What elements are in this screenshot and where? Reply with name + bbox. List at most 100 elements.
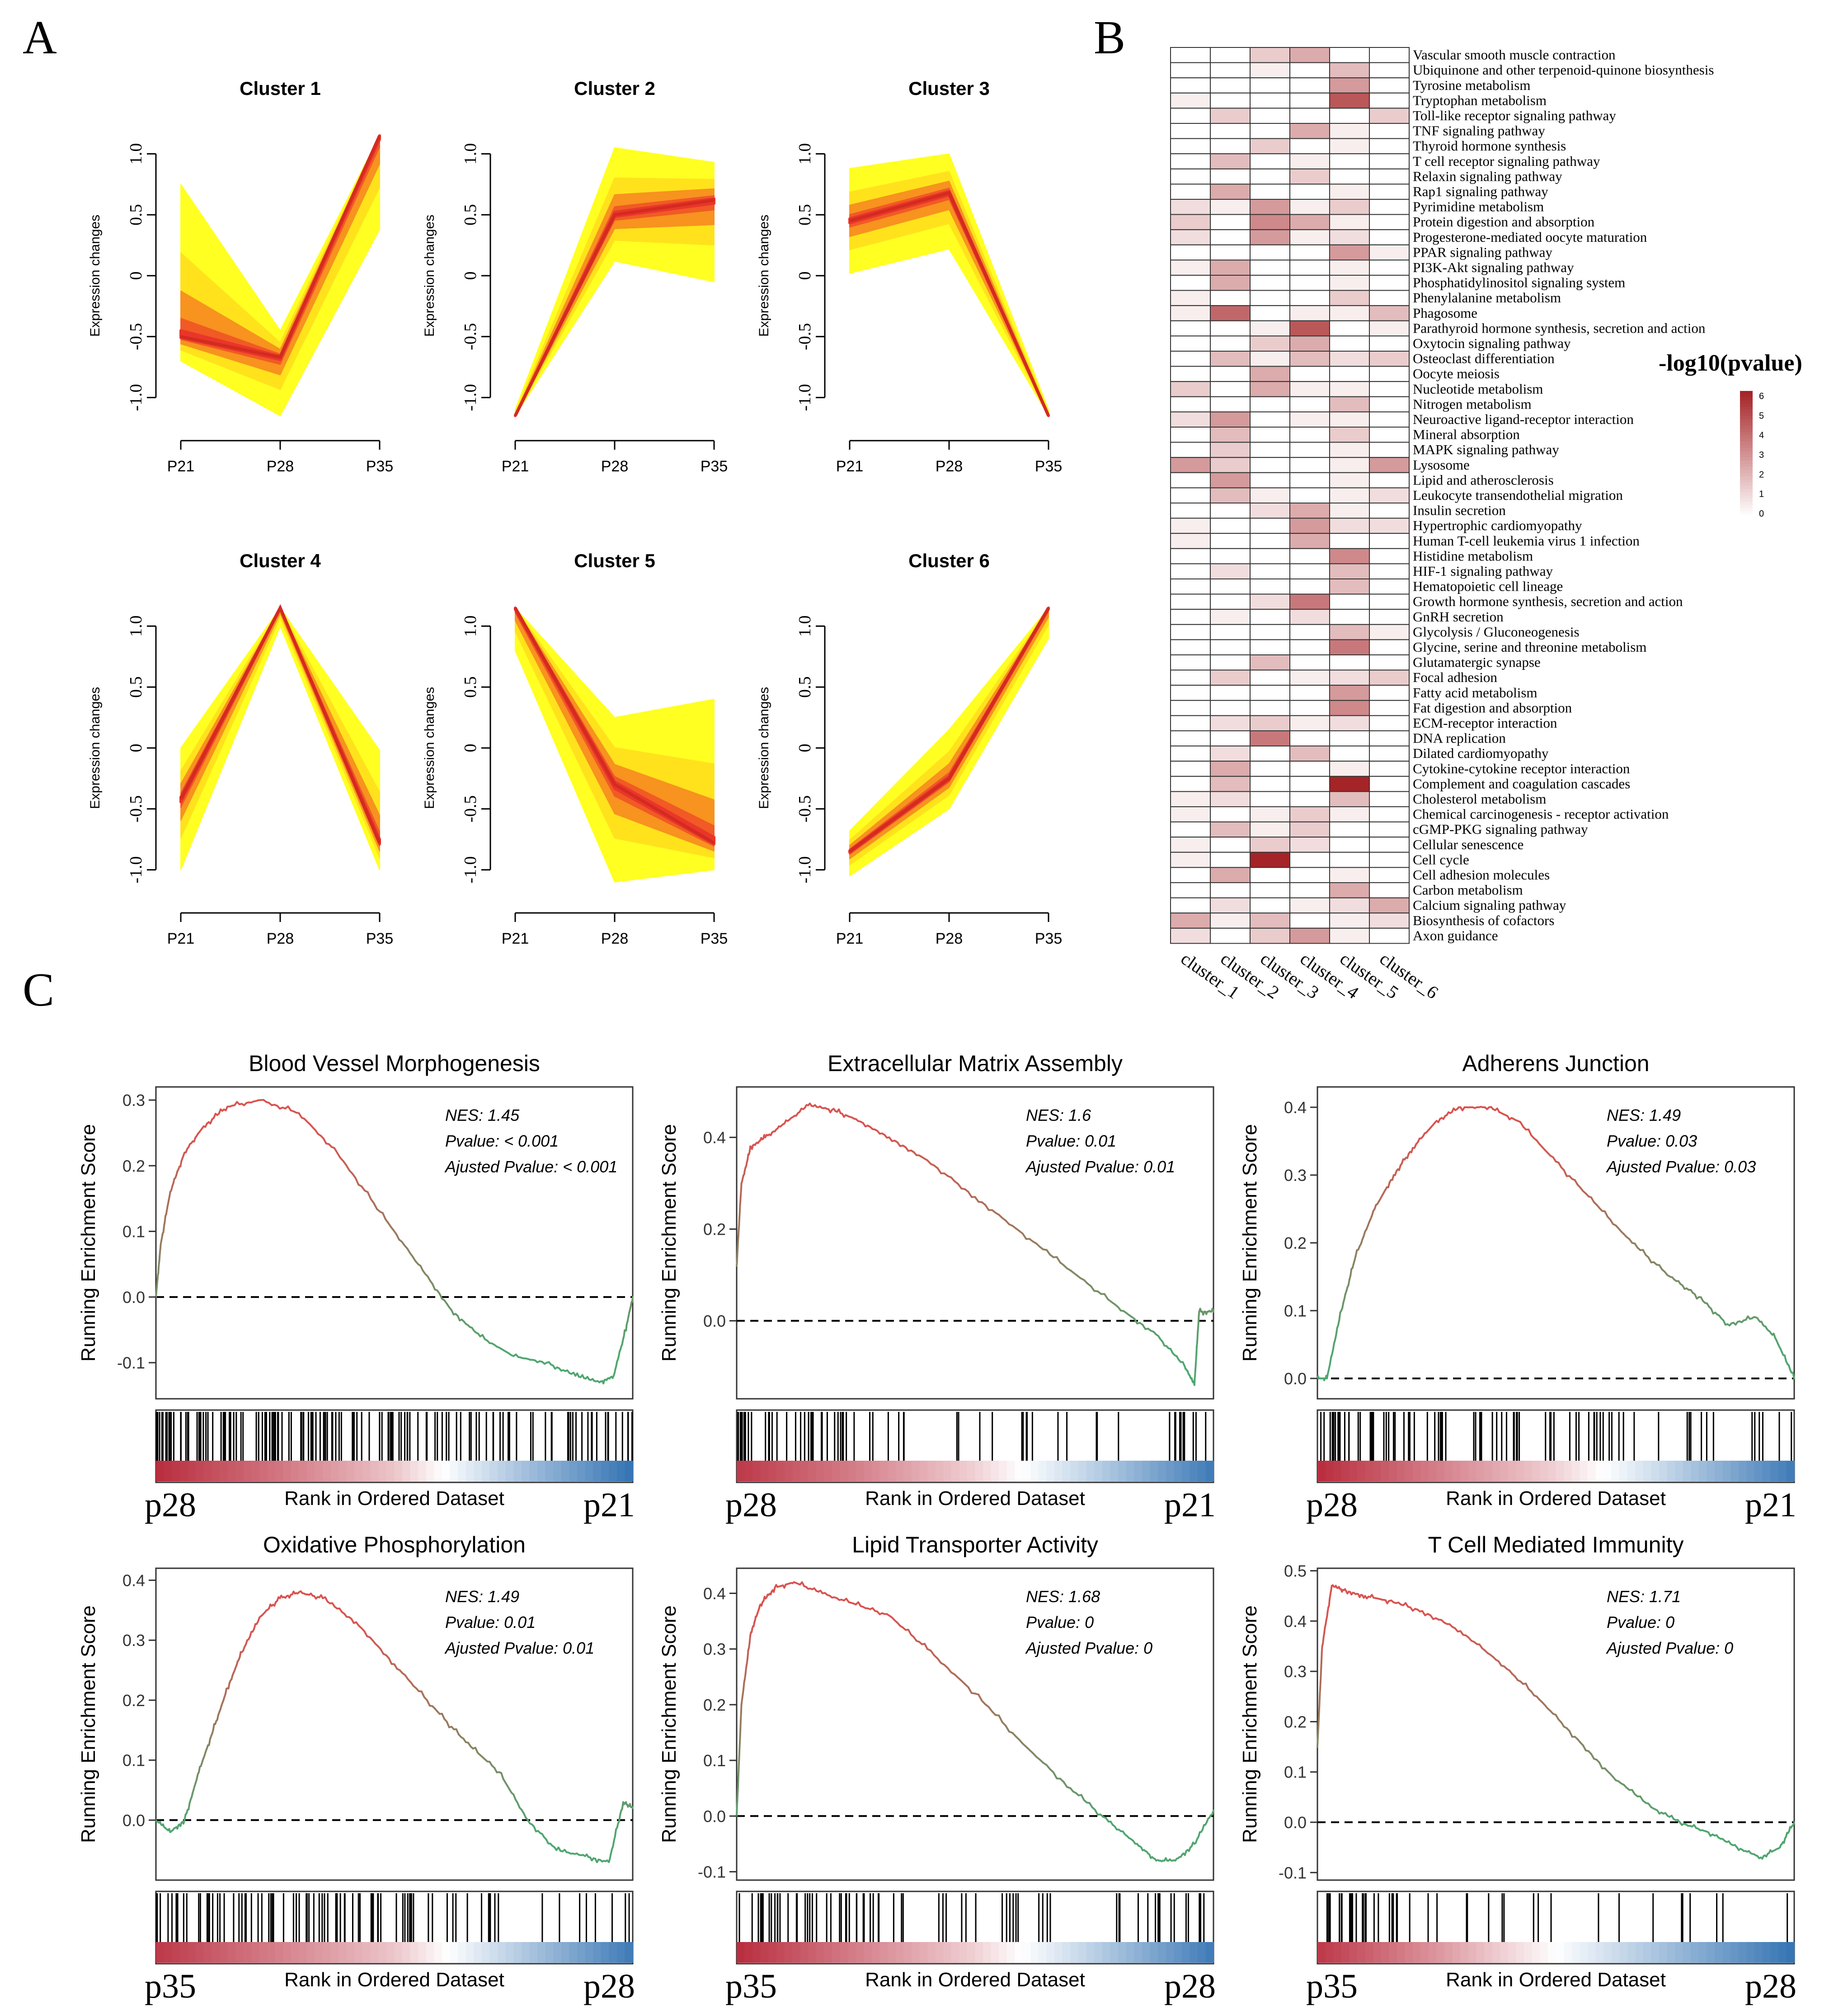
gsea-rank-segment bbox=[1476, 1461, 1485, 1481]
heatmap-cell bbox=[1250, 851, 1290, 868]
gsea-rank-segment bbox=[291, 1942, 300, 1963]
heatmap-legend-swatch bbox=[1740, 476, 1753, 480]
gsea-y-tick-label: 0.0 bbox=[703, 1312, 726, 1331]
gsea-curve-segment bbox=[446, 1721, 450, 1728]
gsea-y-tick-label: 0.0 bbox=[1284, 1813, 1307, 1832]
heatmap-cell bbox=[1329, 761, 1370, 777]
heatmap-cell bbox=[1210, 593, 1251, 610]
heatmap-row-label: Focal adhesion bbox=[1413, 669, 1497, 685]
gsea-rank-segment bbox=[1484, 1942, 1493, 1963]
heatmap-cell bbox=[1170, 214, 1211, 230]
gsea-rank-segment bbox=[212, 1942, 220, 1963]
gsea-y-tick-label: 0.1 bbox=[1284, 1763, 1307, 1782]
gsea-rank-segment bbox=[1046, 1461, 1055, 1481]
gsea-curve-segment bbox=[978, 1693, 983, 1702]
heatmap-cell bbox=[1289, 761, 1330, 777]
heatmap-row-label: Thyroid hormone synthesis bbox=[1413, 138, 1566, 154]
gsea-rank-segment bbox=[1062, 1461, 1071, 1481]
gsea-plot-frame bbox=[155, 1086, 634, 1400]
gsea-rank-segment bbox=[1118, 1461, 1127, 1481]
gsea-curve-segment bbox=[336, 1152, 341, 1159]
gsea-rank-segment bbox=[1397, 1461, 1406, 1481]
gsea-rank-segment bbox=[1405, 1461, 1413, 1481]
heatmap-cell bbox=[1250, 183, 1290, 200]
gsea-rank-segment bbox=[1460, 1942, 1469, 1963]
gsea-rank-segment bbox=[1500, 1461, 1509, 1481]
gsea-curve-segment bbox=[164, 1215, 167, 1223]
gsea-rank-segment bbox=[816, 1461, 825, 1481]
heatmap-cell bbox=[1250, 47, 1290, 63]
heatmap-cell bbox=[1369, 715, 1410, 732]
heatmap-cell bbox=[1369, 639, 1410, 656]
gsea-curve-segment bbox=[1328, 1598, 1331, 1607]
heatmap-cell bbox=[1369, 730, 1410, 747]
gsea-rank-segment bbox=[243, 1942, 252, 1963]
gsea-curve-segment bbox=[618, 1814, 621, 1823]
heatmap-row-label: Toll-like receptor signaling pathway bbox=[1413, 108, 1616, 123]
gsea-curve-segment bbox=[1103, 1293, 1109, 1300]
heatmap-cell bbox=[1369, 761, 1410, 777]
gsea-curve-segment bbox=[420, 1690, 425, 1698]
cluster-y-tick-label: 0.5 bbox=[127, 204, 146, 226]
heatmap-cell bbox=[1250, 669, 1290, 686]
heatmap-cell bbox=[1250, 244, 1290, 261]
gsea-curve-segment bbox=[957, 1183, 963, 1190]
gsea-rank-segment bbox=[1571, 1461, 1580, 1481]
gsea-rank-segment bbox=[1317, 1942, 1326, 1963]
gsea-x-label: Rank in Ordered Dataset bbox=[1446, 1487, 1666, 1510]
heatmap-row-label: cGMP-PKG signaling pathway bbox=[1413, 821, 1588, 837]
gsea-rank-segment bbox=[776, 1942, 785, 1963]
heatmap-cell bbox=[1250, 77, 1290, 94]
gsea-rank-segment bbox=[402, 1942, 411, 1963]
gsea-rank-segment bbox=[951, 1942, 960, 1963]
heatmap-cell bbox=[1289, 578, 1330, 595]
heatmap-cell bbox=[1210, 912, 1251, 929]
heatmap-cell bbox=[1329, 62, 1370, 79]
heatmap-cell bbox=[1329, 214, 1370, 230]
heatmap-cell bbox=[1210, 776, 1251, 792]
heatmap-legend-swatch bbox=[1740, 457, 1753, 461]
heatmap-cell bbox=[1329, 472, 1370, 489]
gsea-y-tick-label: 0.2 bbox=[703, 1220, 726, 1239]
heatmap-cell bbox=[1170, 351, 1211, 367]
gsea-rank-segment bbox=[156, 1461, 165, 1481]
heatmap-cell bbox=[1170, 715, 1211, 732]
heatmap-cell bbox=[1289, 745, 1330, 762]
heatmap-cell bbox=[1210, 381, 1251, 397]
gsea-rank-segment bbox=[1205, 1461, 1214, 1481]
heatmap-cell bbox=[1329, 912, 1370, 929]
gsea-rank-segment bbox=[212, 1461, 220, 1481]
gsea-rank-segment bbox=[386, 1942, 395, 1963]
gsea-rank-segment bbox=[1349, 1461, 1358, 1481]
heatmap-cell bbox=[1210, 427, 1251, 443]
heatmap-cell bbox=[1289, 335, 1330, 352]
gsea-curve-segment bbox=[1350, 1268, 1353, 1277]
heatmap-cell bbox=[1170, 578, 1211, 595]
gsea-curve-segment bbox=[1604, 1210, 1609, 1218]
heatmap-cell bbox=[1369, 472, 1410, 489]
gsea-rank-segment bbox=[1054, 1461, 1063, 1481]
heatmap-cell bbox=[1170, 290, 1211, 306]
gsea-curve-segment bbox=[1056, 1256, 1061, 1264]
gsea-rank-segment bbox=[1381, 1461, 1390, 1481]
gsea-rank-segment bbox=[259, 1461, 268, 1481]
gsea-rank-segment bbox=[347, 1461, 355, 1481]
heatmap-row-label: Leukocyte transendothelial migration bbox=[1413, 487, 1623, 503]
cluster-y-tick-label: -1.0 bbox=[795, 856, 814, 883]
cluster-y-tick-label: 1.0 bbox=[127, 143, 146, 165]
gsea-y-tick-label: 0.0 bbox=[122, 1811, 145, 1829]
heatmap-cell bbox=[1210, 457, 1251, 473]
gsea-adj-pvalue: Ajusted Pvalue: 0.03 bbox=[1606, 1157, 1756, 1176]
gsea-rank-segment bbox=[1532, 1942, 1541, 1963]
heatmap-row-label: Parathyroid hormone synthesis, secretion… bbox=[1413, 320, 1706, 336]
gsea-curve-segment bbox=[388, 1657, 393, 1665]
heatmap-cell bbox=[1329, 867, 1370, 884]
heatmap-cell bbox=[1329, 593, 1370, 610]
gsea-rank-segment bbox=[832, 1942, 841, 1963]
heatmap-cell bbox=[1369, 305, 1410, 321]
gsea-x-label: Rank in Ordered Dataset bbox=[284, 1969, 504, 1991]
gsea-rank-segment bbox=[1429, 1942, 1437, 1963]
gsea-rank-segment bbox=[513, 1461, 522, 1481]
gsea-rank-segment bbox=[426, 1942, 435, 1963]
gsea-rank-segment bbox=[1429, 1461, 1437, 1481]
